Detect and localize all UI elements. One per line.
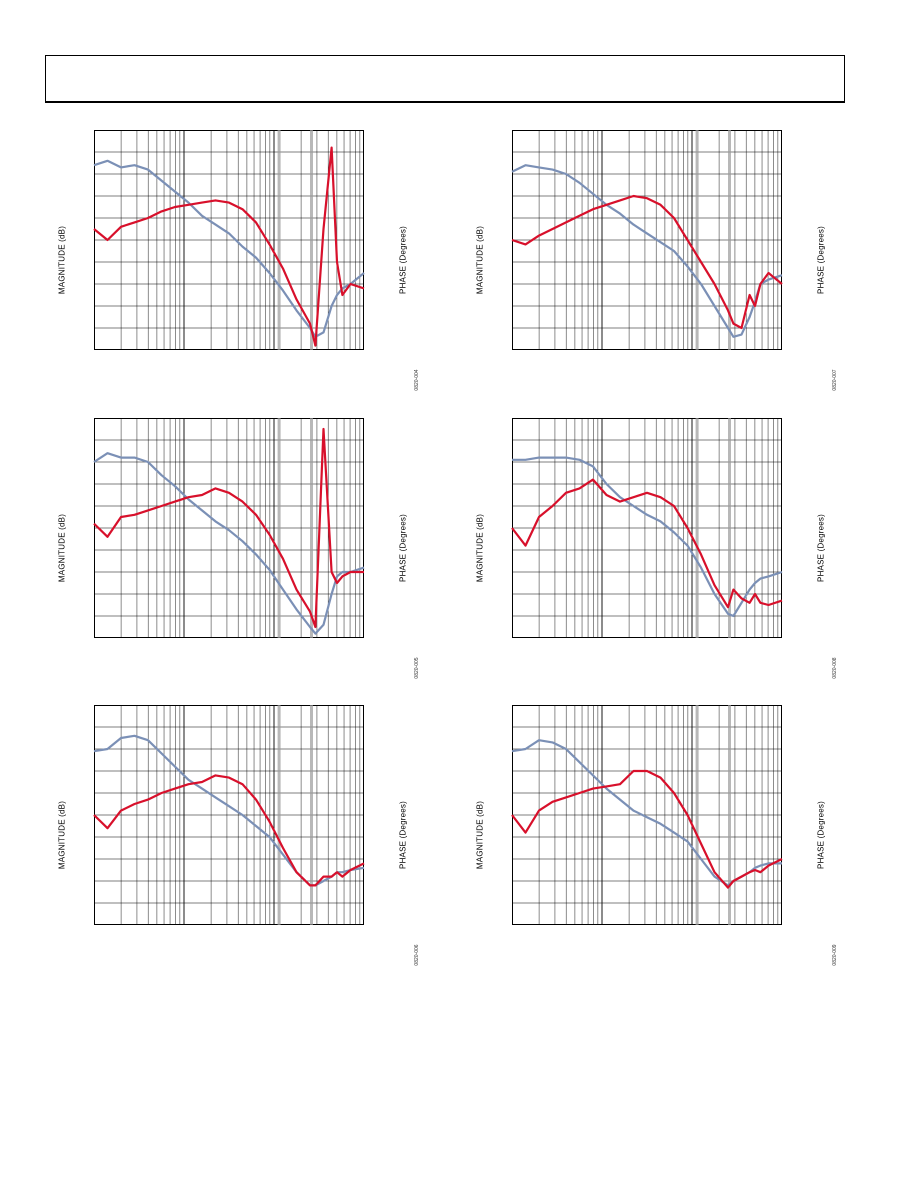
highlight-band (310, 130, 313, 350)
highlight-band (310, 418, 313, 638)
bode-plot (511, 130, 783, 350)
chart-panel: MAGNITUDE (dB) PHASE (Degrees) 0820-008 (468, 418, 848, 679)
y-axis-label-phase: PHASE (Degrees) (398, 801, 408, 869)
magnitude-line (93, 452, 365, 635)
y-axis-label-phase: PHASE (Degrees) (816, 801, 826, 869)
highlight-band (277, 130, 281, 350)
bode-plot (511, 705, 783, 925)
highlight-band (695, 705, 699, 925)
figure-id: 0820-008 (832, 657, 838, 679)
y-axis-label-magnitude: MAGNITUDE (dB) (57, 800, 67, 870)
chart-panel: MAGNITUDE (dB) PHASE (Degrees) 0820-006 (50, 705, 430, 966)
phase-line (511, 194, 783, 330)
chart-panel: MAGNITUDE (dB) PHASE (Degrees) 0820-009 (468, 705, 848, 966)
figure-id: 0820-006 (414, 944, 420, 966)
highlight-band (695, 130, 699, 350)
y-axis-label-magnitude: MAGNITUDE (dB) (57, 225, 67, 295)
bode-plot (93, 705, 365, 925)
figure-id: 0820-009 (832, 944, 838, 966)
y-axis-label-phase: PHASE (Degrees) (816, 226, 826, 294)
phase-line (93, 427, 364, 629)
figure-id: 0820-004 (414, 369, 420, 391)
chart-panel: MAGNITUDE (dB) PHASE (Degrees) 0820-005 (50, 418, 430, 679)
highlight-band (728, 418, 731, 638)
magnitude-line (512, 456, 783, 618)
y-axis-label-magnitude: MAGNITUDE (dB) (475, 800, 485, 870)
y-axis-label-phase: PHASE (Degrees) (398, 514, 408, 582)
y-axis-label-magnitude: MAGNITUDE (dB) (475, 513, 485, 583)
highlight-band (695, 418, 699, 638)
highlight-band (310, 705, 313, 925)
highlight-band (277, 418, 281, 638)
bode-plot (93, 418, 365, 638)
phase-line (93, 774, 365, 887)
y-axis-label-phase: PHASE (Degrees) (398, 226, 408, 294)
phase-line (93, 146, 365, 347)
bode-plot (93, 130, 365, 350)
highlight-band (277, 705, 281, 925)
y-axis-label-phase: PHASE (Degrees) (816, 514, 826, 582)
y-axis-label-magnitude: MAGNITUDE (dB) (475, 225, 485, 295)
page-header-box (45, 55, 845, 103)
magnitude-line (93, 159, 365, 338)
figure-id: 0820-005 (414, 657, 420, 679)
figure-id: 0820-007 (832, 369, 838, 391)
bode-plot (511, 418, 783, 638)
chart-panel: MAGNITUDE (dB) PHASE (Degrees) 0820-007 (468, 130, 848, 391)
y-axis-label-magnitude: MAGNITUDE (dB) (57, 513, 67, 583)
chart-panel: MAGNITUDE (dB) PHASE (Degrees) 0820-004 (50, 130, 430, 391)
highlight-band (728, 705, 731, 925)
magnitude-line (511, 164, 783, 338)
phase-line (511, 478, 783, 609)
phase-line (511, 769, 783, 889)
highlight-band (728, 130, 731, 350)
